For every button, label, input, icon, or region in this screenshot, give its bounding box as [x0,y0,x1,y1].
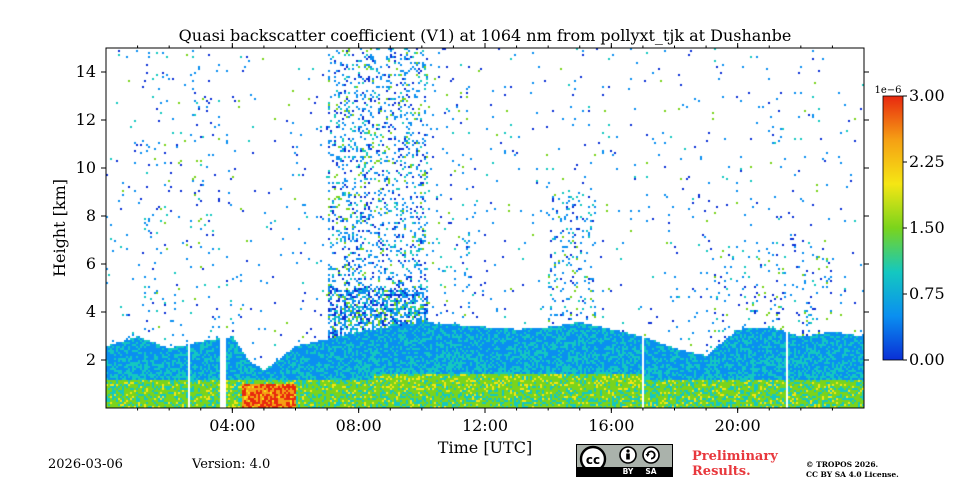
colorbar-tick-label: 0.75 [909,284,945,303]
plot-area [105,47,865,409]
x-tick-label: 16:00 [588,416,634,435]
colorbar-tick-label: 1.50 [909,218,945,237]
x-tick-label: 04:00 [209,416,255,435]
y-tick-label: 4 [86,302,96,321]
colorbar-scale-label: 1e−6 [874,85,901,96]
license-sa: SA [645,467,656,476]
x-tick-label: 20:00 [715,416,761,435]
y-tick-label: 6 [86,254,96,273]
copyright-line-2: CC BY SA 4.0 License. [806,470,899,479]
cc-license-badge[interactable]: cc BY SA [576,444,673,477]
copyright-line-1: © TROPOS 2026. [806,460,879,469]
colorbar-tick-label: 0.00 [909,350,945,369]
colorbar: 1e−6 0.00 0.75 1.50 2.25 3.00 [874,85,944,369]
preliminary-results-note: Preliminary Results. [692,449,778,479]
preliminary-line-1: Preliminary [692,449,778,464]
x-tick-label: 08:00 [336,416,382,435]
y-tick-label: 8 [86,206,96,225]
copyright-note: © TROPOS 2026. CC BY SA 4.0 License. [806,460,899,480]
y-tick-label: 14 [76,62,96,81]
y-tick-label: 12 [76,110,96,129]
cc-logo-mark: cc [586,453,600,467]
x-tick-label: 12:00 [462,416,508,435]
preliminary-line-2: Results. [692,464,751,479]
y-axis: 2 4 6 8 10 12 14 [76,62,869,369]
y-tick-label: 10 [76,158,96,177]
colorbar-tick-label: 3.00 [909,86,945,105]
y-axis-label: Height [km] [50,179,69,277]
y-tick-label: 2 [86,350,96,369]
share-alike-icon [642,446,660,464]
license-by: BY [623,467,634,476]
chart-title: Quasi backscatter coefficient (V1) at 10… [179,26,792,45]
footer-date: 2026-03-06 [48,457,123,472]
colorbar-tick-label: 2.25 [909,152,945,171]
backscatter-heatmap [106,48,864,408]
footer-version: Version: 4.0 [192,457,271,472]
colorbar-gradient [882,95,904,361]
x-axis: 04:00 08:00 12:00 16:00 20:00 [137,43,833,435]
x-axis-label: Time [UTC] [438,438,532,457]
